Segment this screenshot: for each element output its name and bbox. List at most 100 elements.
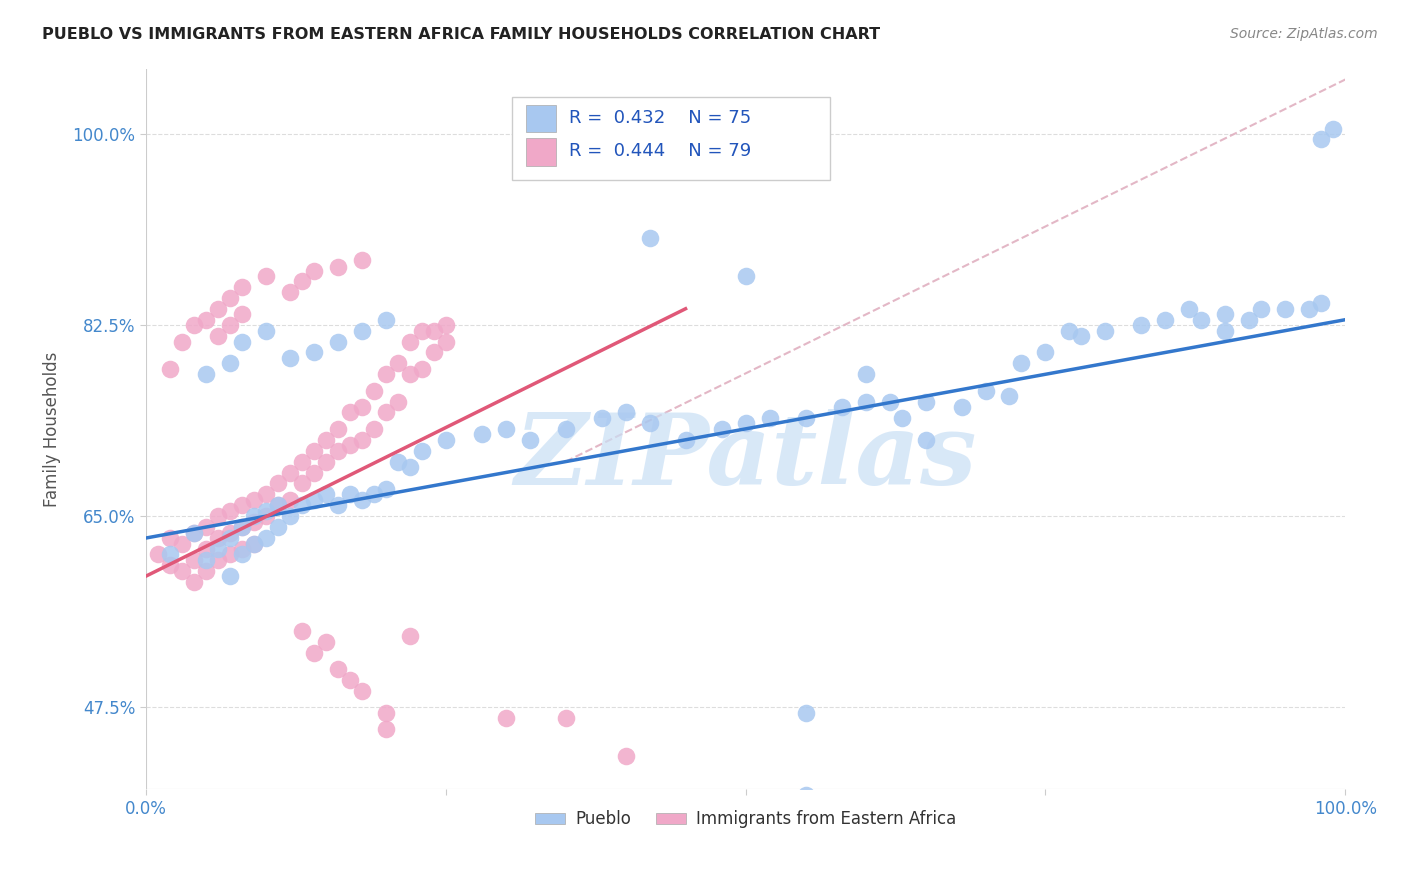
Point bbox=[734, 268, 756, 283]
Point bbox=[1274, 301, 1296, 316]
Point bbox=[231, 520, 253, 534]
Point bbox=[218, 504, 240, 518]
Point bbox=[194, 368, 217, 382]
Point bbox=[291, 275, 314, 289]
Point bbox=[218, 525, 240, 540]
Point bbox=[266, 520, 288, 534]
Point bbox=[1239, 312, 1261, 326]
Point bbox=[207, 509, 229, 524]
Point bbox=[363, 422, 385, 436]
Point bbox=[254, 504, 277, 518]
Point bbox=[1035, 345, 1057, 359]
Point bbox=[302, 345, 325, 359]
Point bbox=[207, 531, 229, 545]
Legend: Pueblo, Immigrants from Eastern Africa: Pueblo, Immigrants from Eastern Africa bbox=[529, 804, 963, 835]
Point bbox=[159, 531, 181, 545]
Point bbox=[758, 411, 780, 425]
Point bbox=[339, 438, 361, 452]
Point bbox=[1094, 324, 1116, 338]
Point bbox=[231, 307, 253, 321]
Point bbox=[1322, 121, 1344, 136]
Point bbox=[1298, 301, 1320, 316]
Point bbox=[207, 553, 229, 567]
Point bbox=[231, 541, 253, 556]
Point bbox=[315, 635, 337, 649]
Point bbox=[794, 788, 817, 802]
Point bbox=[422, 345, 444, 359]
Point bbox=[194, 541, 217, 556]
Point bbox=[326, 422, 349, 436]
Point bbox=[266, 476, 288, 491]
Point bbox=[315, 455, 337, 469]
Point bbox=[350, 400, 373, 414]
Point bbox=[1215, 307, 1237, 321]
Point bbox=[1130, 318, 1153, 332]
Bar bbox=[526, 104, 555, 132]
Point bbox=[387, 455, 409, 469]
Point bbox=[183, 525, 205, 540]
Point bbox=[363, 487, 385, 501]
Point bbox=[218, 318, 240, 332]
Point bbox=[1215, 324, 1237, 338]
Point bbox=[254, 324, 277, 338]
Point bbox=[374, 312, 396, 326]
Point bbox=[434, 318, 457, 332]
Point bbox=[242, 536, 264, 550]
Text: R =  0.444    N = 79: R = 0.444 N = 79 bbox=[569, 143, 751, 161]
Point bbox=[734, 417, 756, 431]
Point bbox=[218, 531, 240, 545]
Point bbox=[291, 498, 314, 512]
Bar bbox=[526, 138, 555, 166]
Point bbox=[831, 400, 853, 414]
Point bbox=[1070, 329, 1092, 343]
Point bbox=[914, 433, 936, 447]
Point bbox=[374, 368, 396, 382]
Point bbox=[159, 548, 181, 562]
Point bbox=[675, 433, 697, 447]
Point bbox=[278, 492, 301, 507]
Point bbox=[170, 564, 193, 578]
Point bbox=[183, 318, 205, 332]
Point bbox=[231, 498, 253, 512]
Point bbox=[1154, 312, 1177, 326]
Point bbox=[398, 334, 420, 349]
Point bbox=[278, 285, 301, 300]
Point bbox=[855, 394, 877, 409]
Point bbox=[411, 324, 433, 338]
Point bbox=[254, 509, 277, 524]
Point bbox=[291, 476, 314, 491]
Point bbox=[231, 280, 253, 294]
Point bbox=[495, 422, 517, 436]
Point bbox=[879, 394, 901, 409]
Point bbox=[374, 706, 396, 720]
Point bbox=[1310, 132, 1333, 146]
Point bbox=[207, 329, 229, 343]
Point bbox=[326, 334, 349, 349]
Point bbox=[398, 629, 420, 643]
Point bbox=[194, 564, 217, 578]
Point bbox=[411, 361, 433, 376]
Point bbox=[387, 356, 409, 370]
Point bbox=[266, 498, 288, 512]
Point bbox=[183, 525, 205, 540]
Point bbox=[519, 433, 541, 447]
Point bbox=[291, 455, 314, 469]
Point bbox=[363, 384, 385, 398]
Point bbox=[254, 268, 277, 283]
Point bbox=[350, 492, 373, 507]
Point bbox=[914, 394, 936, 409]
Point bbox=[291, 624, 314, 638]
Point bbox=[339, 405, 361, 419]
Point bbox=[315, 487, 337, 501]
Point bbox=[302, 492, 325, 507]
Point bbox=[326, 662, 349, 676]
Point bbox=[387, 394, 409, 409]
Point bbox=[422, 324, 444, 338]
Point bbox=[855, 368, 877, 382]
Point bbox=[350, 252, 373, 267]
Text: Source: ZipAtlas.com: Source: ZipAtlas.com bbox=[1230, 27, 1378, 41]
Point bbox=[218, 291, 240, 305]
Point bbox=[710, 422, 733, 436]
Point bbox=[231, 520, 253, 534]
Point bbox=[890, 411, 912, 425]
